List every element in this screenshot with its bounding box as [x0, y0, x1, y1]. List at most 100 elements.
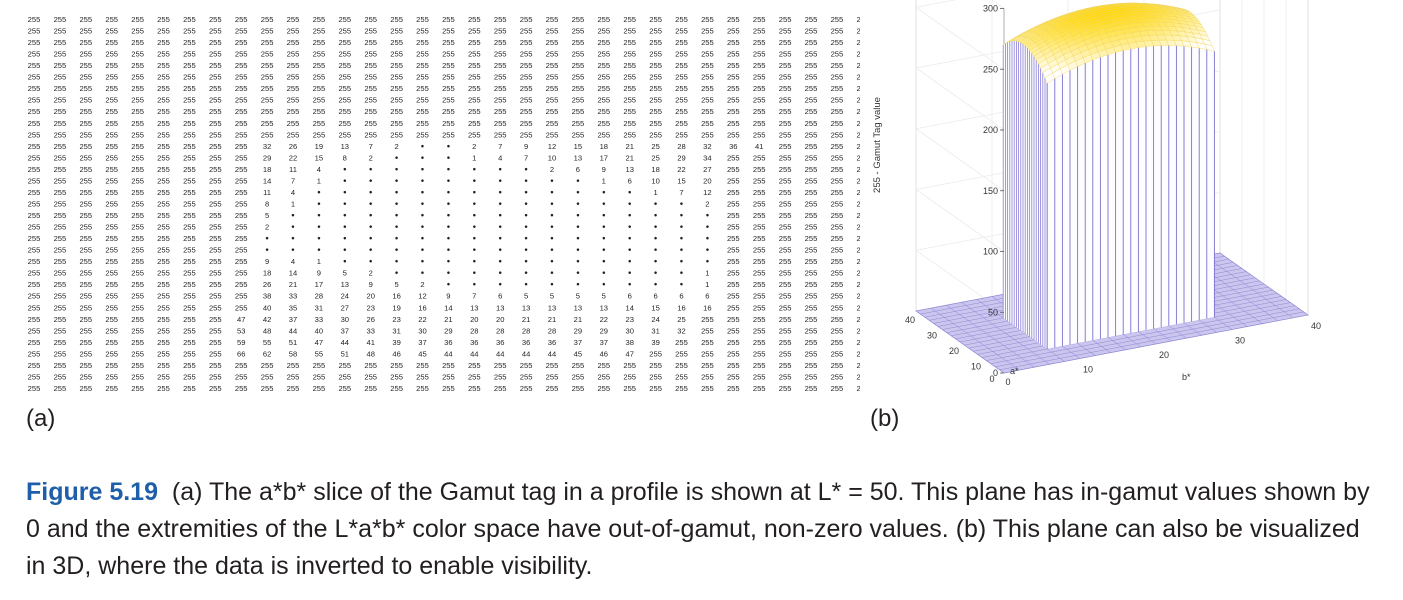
- table-cell: 255: [494, 372, 507, 381]
- table-cell: 255: [572, 372, 585, 381]
- table-cell: 13: [341, 280, 349, 289]
- table-cell: 255: [209, 61, 222, 70]
- table-cell: 255: [235, 200, 248, 209]
- table-cell: 255: [779, 338, 792, 347]
- table-cell: •: [343, 199, 346, 209]
- table-cell: 255: [131, 303, 144, 312]
- table-cell: 255: [701, 38, 714, 47]
- table-cell: 255: [105, 234, 118, 243]
- table-cell: 255: [727, 361, 740, 370]
- table-cell: 255: [235, 15, 248, 24]
- table-cell: 255: [105, 61, 118, 70]
- table-cell: 255: [753, 188, 766, 197]
- table-cell: 255: [209, 234, 222, 243]
- table-cell: 7: [524, 153, 528, 162]
- table-cell: 255: [727, 384, 740, 393]
- table-cell: 255: [623, 107, 636, 116]
- table-cell: 2: [394, 142, 398, 151]
- table-cell: 32: [703, 142, 711, 151]
- table-cell: 255: [494, 61, 507, 70]
- table-cell: 255: [131, 292, 144, 301]
- table-cell: •: [343, 256, 346, 266]
- table-cell: 36: [470, 338, 478, 347]
- figure-caption: Figure 5.19 (a) The a*b* slice of the Ga…: [26, 474, 1386, 585]
- table-cell: 255: [209, 269, 222, 278]
- table-cell: 255: [520, 361, 533, 370]
- table-cell: 255: [131, 119, 144, 128]
- table-cell: 255: [597, 73, 610, 82]
- table-cell: 255: [416, 38, 429, 47]
- table-cell: 255: [183, 349, 196, 358]
- table-cell: 255: [649, 361, 662, 370]
- table-cell: 255: [546, 73, 559, 82]
- table-cell: •: [525, 256, 528, 266]
- table-cell: 255: [831, 142, 844, 151]
- table-cell: 255: [313, 384, 326, 393]
- table-cell: 255: [856, 107, 860, 116]
- table-cell: 17: [315, 280, 323, 289]
- table-cell: •: [499, 245, 502, 255]
- table-cell: •: [602, 210, 605, 220]
- table-cell: •: [680, 256, 683, 266]
- table-cell: •: [447, 233, 450, 243]
- table-cell: 255: [831, 246, 844, 255]
- table-cell: •: [576, 256, 579, 266]
- table-cell: 16: [677, 303, 685, 312]
- table-cell: 255: [442, 119, 455, 128]
- table-cell: 255: [727, 165, 740, 174]
- table-cell: 2: [420, 280, 424, 289]
- table-cell: 255: [131, 372, 144, 381]
- table-cell: 255: [261, 107, 274, 116]
- table-cell: 20: [366, 292, 374, 301]
- table-cell: 255: [572, 361, 585, 370]
- table-cell: 255: [597, 384, 610, 393]
- table-cell: 255: [105, 38, 118, 47]
- table-cell: 255: [183, 200, 196, 209]
- table-cell: 62: [263, 349, 271, 358]
- table-cell: 255: [831, 280, 844, 289]
- table-cell: 255: [805, 84, 818, 93]
- caption-text: (a) The a*b* slice of the Gamut tag in a…: [26, 478, 1370, 580]
- table-cell: 255: [468, 361, 481, 370]
- table-cell: 255: [157, 292, 170, 301]
- table-cell: 255: [727, 246, 740, 255]
- table-cell: 255: [235, 372, 248, 381]
- table-cell: 255: [546, 372, 559, 381]
- table-cell: 255: [54, 257, 67, 266]
- table-cell: 255: [157, 107, 170, 116]
- table-cell: 255: [79, 38, 92, 47]
- table-cell: 255: [701, 326, 714, 335]
- table-cell: •: [499, 279, 502, 289]
- table-cell: 255: [675, 130, 688, 139]
- table-cell: 47: [315, 338, 323, 347]
- table-cell: •: [680, 279, 683, 289]
- table-cell: 255: [131, 84, 144, 93]
- table-cell: 255: [28, 234, 41, 243]
- table-cell: 255: [468, 61, 481, 70]
- table-cell: 255: [54, 223, 67, 232]
- table-cell: 255: [856, 73, 860, 82]
- table-cell: 255: [28, 188, 41, 197]
- table-cell: 255: [597, 15, 610, 24]
- table-cell: 255: [79, 200, 92, 209]
- table-cell: 255: [649, 84, 662, 93]
- table-cell: 255: [28, 246, 41, 255]
- table-cell: 9: [265, 257, 269, 266]
- table-cell: 255: [442, 50, 455, 59]
- table-cell: 26: [289, 142, 297, 151]
- table-cell: 255: [338, 15, 351, 24]
- table-cell: 255: [54, 153, 67, 162]
- table-cell: 255: [105, 223, 118, 232]
- table-cell: 255: [131, 246, 144, 255]
- table-cell: •: [550, 256, 553, 266]
- table-cell: 255: [28, 223, 41, 232]
- table-cell: 28: [522, 326, 530, 335]
- table-cell: 6: [628, 292, 632, 301]
- table-cell: 255: [209, 84, 222, 93]
- table-cell: •: [317, 233, 320, 243]
- table-cell: 255: [364, 384, 377, 393]
- table-cell: 255: [805, 269, 818, 278]
- table-cell: •: [628, 245, 631, 255]
- table-cell: 255: [390, 27, 403, 36]
- table-cell: 21: [289, 280, 297, 289]
